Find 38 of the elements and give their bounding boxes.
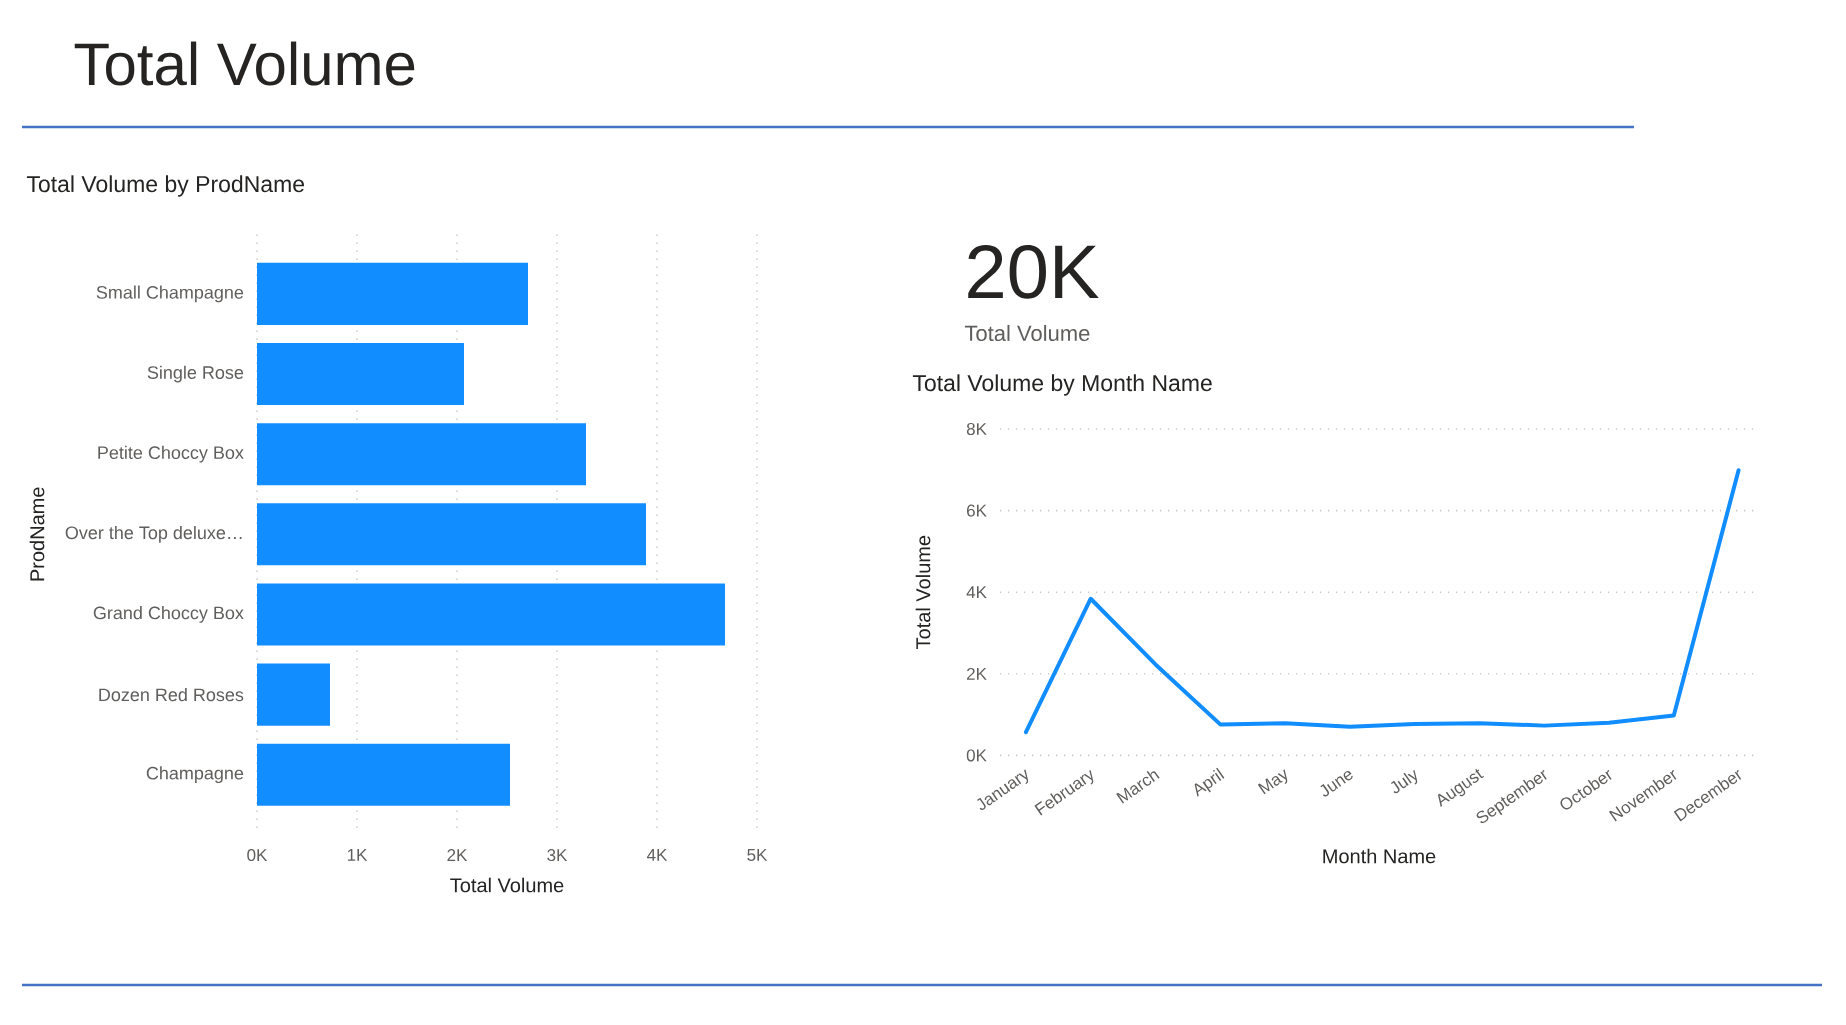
bar [257, 343, 465, 406]
text: 20K [968, 244, 1099, 299]
chart-title: Total Volume by Month Name [912, 374, 1212, 396]
x-tick-label: 5K [747, 849, 768, 861]
x-tick-label: 2K [447, 849, 468, 861]
bar [257, 503, 647, 566]
x-tick-label: 4K [646, 849, 668, 861]
y-axis-title: ProdName [29, 487, 45, 581]
bar [257, 423, 587, 486]
line-series [1023, 468, 1741, 735]
x-tick-label: 3K [547, 849, 568, 862]
y-tick-label: 8K [966, 423, 987, 436]
y-axis-title: Total Volume [915, 535, 931, 650]
y-tick-label: Petite Choccy Box [98, 445, 244, 463]
bar [257, 663, 331, 726]
bar [257, 262, 529, 325]
bar [257, 743, 511, 806]
chart-title: Total Volume by ProdName [26, 175, 305, 197]
x-tick-label: July [1390, 769, 1418, 794]
y-tick-label: 2K [967, 667, 987, 680]
x-tick-label: 0K [247, 849, 268, 862]
y-tick-label: 4K [966, 586, 987, 599]
x-axis-title: Month Name [1323, 848, 1436, 864]
x-tick-label: 1K [347, 849, 368, 861]
y-tick-label: Small Champagne [96, 285, 244, 303]
text: Total Volume [74, 41, 415, 86]
y-tick-label: Grand Choccy Box [93, 606, 244, 623]
text: Total Volume [964, 324, 1090, 342]
y-tick-label: Over the Top deluxe… [65, 525, 242, 543]
y-tick-label: Dozen Red Roses [99, 687, 244, 702]
y-tick-label: 0K [966, 749, 987, 762]
bar [257, 583, 726, 646]
y-tick-label: 6K [967, 504, 987, 517]
y-tick-label: Single Rose [147, 365, 244, 383]
y-tick-label: Champagne [146, 766, 244, 784]
x-axis-title: Total Volume [450, 877, 564, 893]
x-tick-label: June [1320, 771, 1353, 797]
x-tick-label: May [1257, 769, 1288, 795]
